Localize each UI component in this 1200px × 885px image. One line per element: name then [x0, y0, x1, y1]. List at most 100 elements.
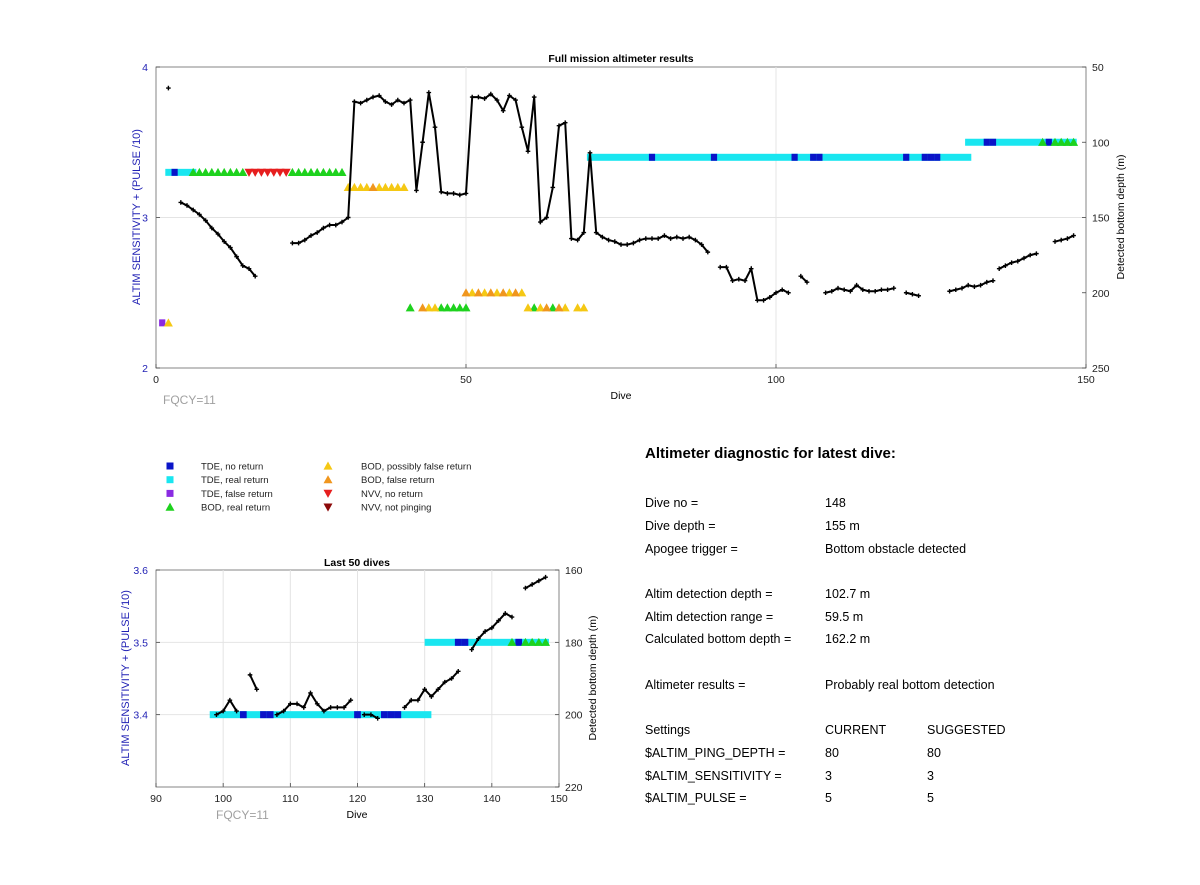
- bottom-tde-real-return-bar: [424, 638, 549, 646]
- bottom-depth-point: [442, 679, 448, 685]
- top-depth-point: [1065, 236, 1070, 241]
- top-depth-point: [1034, 251, 1039, 256]
- top-bod-real-return-marker: [1069, 137, 1079, 146]
- top-depth-point: [352, 99, 357, 104]
- dive-no-row: Dive no = 148: [645, 492, 1165, 515]
- legend-label: BOD, false return: [361, 475, 434, 486]
- top-depth-point: [1003, 263, 1008, 268]
- top-depth-point: [358, 100, 363, 106]
- top-tde-no-return-marker: [983, 138, 990, 146]
- apogee-label: Apogee trigger =: [645, 541, 738, 556]
- legend-label: TDE, real return: [201, 475, 269, 486]
- top-bod-possibly-false-return-marker: [349, 182, 359, 191]
- top-bod-false-return-marker: [498, 288, 508, 297]
- top-depth-point: [389, 102, 394, 107]
- top-depth-point: [184, 203, 190, 208]
- top-depth-point: [1052, 239, 1058, 244]
- top-bod-possibly-false-return-marker: [380, 182, 390, 191]
- top-depth-point: [854, 282, 859, 288]
- bottom-depth-point: [496, 618, 501, 623]
- bottom-depth-point: [482, 629, 488, 634]
- top-left-axis-label: ALTIM SENSITIVITY + (PULSE /10): [131, 129, 143, 305]
- bottom-depth-point: [301, 705, 307, 710]
- top-bod-false-return-marker: [511, 288, 521, 297]
- top-depth-point: [494, 97, 500, 103]
- top-depth-point: [500, 108, 506, 113]
- top-tde-real-return-bar: [586, 153, 972, 161]
- bottom-depth-point: [502, 611, 508, 616]
- top-depth-point: [432, 124, 438, 130]
- top-depth-point: [519, 124, 525, 130]
- top-depth-point: [544, 215, 549, 220]
- top-depth-point: [420, 139, 425, 145]
- top-y-right-tick-label: 50: [1092, 62, 1104, 74]
- detection-depth-value: 102.7 m: [825, 587, 871, 602]
- bottom-depth-point: [294, 701, 300, 707]
- top-depth-point: [513, 97, 518, 103]
- top-bod-real-return-marker: [318, 167, 328, 176]
- bottom-tde-real-return-bar: [209, 711, 432, 719]
- top-depth-point: [624, 242, 630, 247]
- top-depth-point: [606, 237, 611, 243]
- legend-marker-bod-false-return: [323, 475, 333, 484]
- top-depth-line: [292, 92, 709, 253]
- top-depth-point: [228, 245, 233, 250]
- top-depth-point: [507, 93, 512, 98]
- top-bod-real-return-marker: [461, 303, 471, 312]
- top-tde-no-return-marker: [791, 153, 798, 161]
- bottom-tde-no-return-marker: [354, 711, 361, 719]
- top-y-left-tick-label: 2: [142, 363, 148, 375]
- top-depth-point: [234, 254, 239, 259]
- top-depth-point: [891, 285, 897, 291]
- top-depth-line: [825, 283, 895, 294]
- top-bod-possibly-false-return-marker: [535, 303, 545, 312]
- bottom-depth-line: [403, 670, 459, 709]
- bottom-depth-point: [227, 697, 233, 703]
- top-depth-point: [240, 263, 246, 268]
- bottom-x-tick-label: 150: [550, 793, 568, 805]
- bottom-tde-no-return-marker: [515, 638, 523, 646]
- top-bod-real-return-marker: [1056, 137, 1066, 146]
- top-bod-possibly-false-return-marker: [387, 182, 397, 191]
- top-depth-point: [327, 222, 332, 228]
- bottom-x-axis-label: Dive: [346, 809, 367, 821]
- top-depth-point: [724, 264, 729, 270]
- last-50-dives-chart: Last 50 dives Dive ALTIM SENSITIVITY + (…: [120, 557, 599, 822]
- top-depth-point: [600, 234, 605, 240]
- top-bod-real-return-marker: [188, 167, 198, 176]
- top-depth-point: [593, 230, 599, 235]
- pulse-row: $ALTIM_PULSE = 5 5: [645, 787, 1165, 810]
- sensitivity-current: 3: [825, 768, 832, 783]
- top-tde-real-return-bar: [965, 138, 1077, 146]
- top-tde-no-return-marker: [171, 168, 178, 176]
- top-depth-point: [699, 242, 704, 247]
- ping-depth-current: 80: [825, 745, 839, 760]
- top-bod-possibly-false-return-marker: [467, 288, 477, 297]
- calc-depth-row: Calculated bottom depth = 162.2 m: [645, 628, 1165, 651]
- bottom-depth-point: [308, 690, 313, 696]
- top-bod-false-return-marker: [418, 303, 428, 312]
- top-depth-point: [823, 290, 828, 296]
- top-bod-false-return-marker: [473, 288, 483, 297]
- top-depth-point: [612, 239, 618, 244]
- dive-no-label: Dive no =: [645, 496, 699, 511]
- top-depth-point: [1027, 252, 1033, 258]
- top-depth-point: [463, 191, 469, 196]
- top-bod-real-return-marker: [331, 167, 341, 176]
- legend-label: NVV, no return: [361, 489, 423, 500]
- pulse-label: $ALTIM_PULSE =: [645, 791, 747, 806]
- top-bod-possibly-false-return-marker: [362, 182, 372, 191]
- top-bod-real-return-marker: [455, 303, 465, 312]
- top-depth-point: [308, 233, 314, 238]
- top-depth-point: [717, 264, 723, 270]
- detection-range-value: 59.5 m: [825, 609, 864, 624]
- top-depth-point: [178, 200, 184, 205]
- top-depth-line: [800, 275, 808, 283]
- top-depth-point: [376, 93, 382, 98]
- legend-marker-nvv-not-pinging: [323, 503, 333, 512]
- top-x-tick-label: 0: [153, 374, 159, 386]
- top-depth-point: [990, 278, 996, 284]
- top-depth-point: [488, 91, 494, 97]
- bottom-y-left-tick-label: 3.4: [133, 710, 148, 722]
- top-depth-point: [959, 285, 965, 291]
